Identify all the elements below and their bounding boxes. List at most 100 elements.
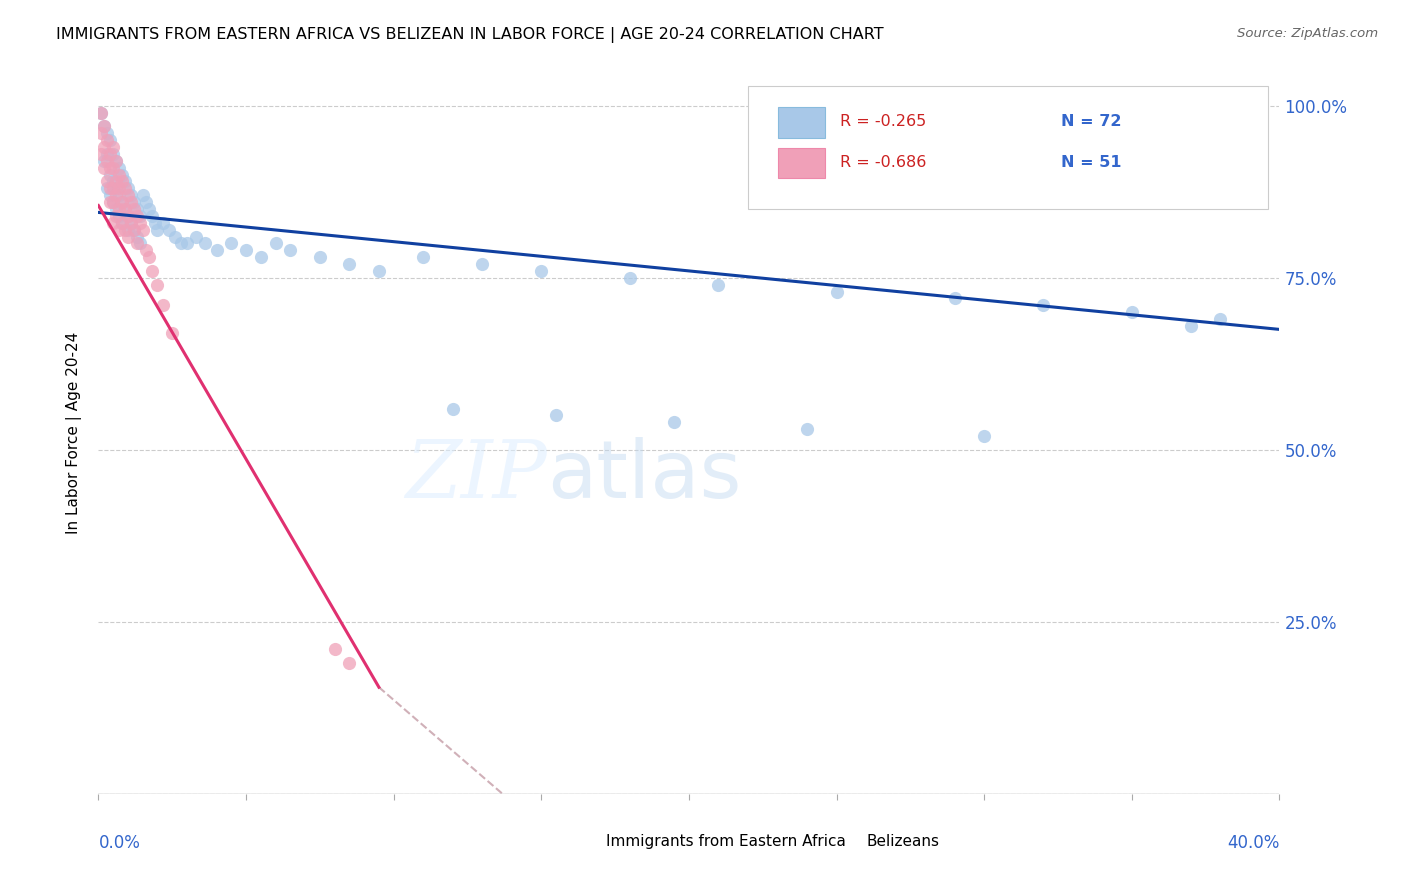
Point xyxy=(152,298,174,312)
Point xyxy=(973,429,995,443)
Point xyxy=(707,277,730,292)
FancyBboxPatch shape xyxy=(778,148,825,178)
Text: N = 51: N = 51 xyxy=(1062,155,1122,169)
Point xyxy=(108,168,131,182)
Point xyxy=(96,181,118,195)
Point xyxy=(546,409,568,423)
Y-axis label: In Labor Force | Age 20-24: In Labor Force | Age 20-24 xyxy=(66,332,83,533)
Point xyxy=(111,216,134,230)
Point xyxy=(117,209,139,223)
Point xyxy=(141,209,163,223)
Point xyxy=(111,195,134,210)
Point xyxy=(105,181,128,195)
FancyBboxPatch shape xyxy=(778,108,825,138)
Point xyxy=(323,642,346,657)
Point xyxy=(1121,305,1143,319)
Point xyxy=(96,126,118,140)
Text: R = -0.686: R = -0.686 xyxy=(841,155,927,169)
Point xyxy=(98,161,121,175)
Text: 0.0%: 0.0% xyxy=(98,834,141,852)
Point xyxy=(96,147,118,161)
Point xyxy=(105,153,128,168)
Point xyxy=(103,195,125,210)
Text: N = 72: N = 72 xyxy=(1062,114,1122,129)
Point xyxy=(146,277,169,292)
Point xyxy=(114,174,136,188)
Point xyxy=(103,174,125,188)
Point xyxy=(93,161,115,175)
Point xyxy=(138,250,160,264)
Point xyxy=(309,250,332,264)
Point xyxy=(103,147,125,161)
Point xyxy=(93,120,115,134)
Point xyxy=(125,229,148,244)
Point xyxy=(90,126,112,140)
Point xyxy=(103,140,125,154)
Point xyxy=(105,153,128,168)
Point xyxy=(120,216,142,230)
Point xyxy=(117,181,139,195)
Point xyxy=(111,174,134,188)
Point xyxy=(138,202,160,216)
Point xyxy=(117,222,139,236)
FancyBboxPatch shape xyxy=(825,830,858,853)
Point xyxy=(664,415,686,429)
Point xyxy=(339,656,361,670)
Point xyxy=(105,209,128,223)
Point xyxy=(132,222,155,236)
Point xyxy=(117,188,139,202)
Point xyxy=(250,250,273,264)
Point xyxy=(132,188,155,202)
Point xyxy=(170,236,193,251)
Point xyxy=(111,168,134,182)
Point xyxy=(152,216,174,230)
Point xyxy=(120,195,142,210)
Point xyxy=(796,422,818,436)
Point xyxy=(108,161,131,175)
Point xyxy=(103,161,125,175)
Point xyxy=(108,188,131,202)
Point xyxy=(114,202,136,216)
Point xyxy=(825,285,848,299)
Point xyxy=(93,120,115,134)
Point xyxy=(368,264,391,278)
Point xyxy=(117,229,139,244)
Text: Source: ZipAtlas.com: Source: ZipAtlas.com xyxy=(1237,27,1378,40)
Point xyxy=(98,195,121,210)
Point xyxy=(176,236,198,251)
Point xyxy=(90,147,112,161)
Point xyxy=(90,105,112,120)
Point xyxy=(412,250,434,264)
Text: Belizeans: Belizeans xyxy=(866,834,939,849)
Point xyxy=(98,168,121,182)
Point xyxy=(205,244,228,258)
Point xyxy=(96,133,118,147)
Point xyxy=(135,195,157,210)
Text: ZIP: ZIP xyxy=(405,437,547,515)
Point xyxy=(108,202,131,216)
Point xyxy=(530,264,553,278)
Point xyxy=(135,244,157,258)
Point xyxy=(98,147,121,161)
Point xyxy=(280,244,302,258)
Point xyxy=(108,181,131,195)
Point xyxy=(90,105,112,120)
Point xyxy=(235,244,257,258)
Point xyxy=(146,222,169,236)
Point xyxy=(619,270,641,285)
FancyBboxPatch shape xyxy=(565,830,598,853)
Text: 40.0%: 40.0% xyxy=(1227,834,1279,852)
Point xyxy=(120,216,142,230)
Point xyxy=(98,133,121,147)
Point xyxy=(98,181,121,195)
FancyBboxPatch shape xyxy=(748,86,1268,209)
Point xyxy=(114,202,136,216)
Text: Immigrants from Eastern Africa: Immigrants from Eastern Africa xyxy=(606,834,846,849)
Point xyxy=(128,236,150,251)
Point xyxy=(157,222,180,236)
Point xyxy=(339,257,361,271)
Point xyxy=(98,188,121,202)
Point xyxy=(165,229,187,244)
Point xyxy=(93,140,115,154)
Point xyxy=(1180,318,1202,333)
